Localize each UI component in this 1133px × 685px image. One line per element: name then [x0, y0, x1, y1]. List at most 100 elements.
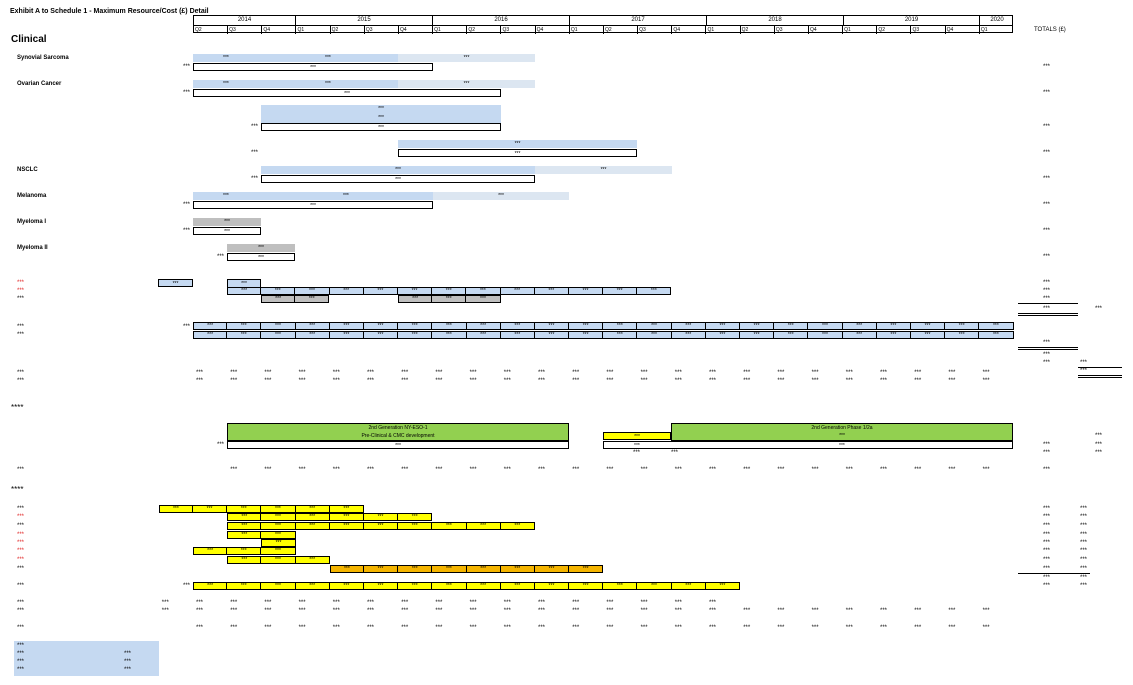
redacted-value: *** — [640, 600, 648, 606]
redacted-value: *** — [640, 625, 648, 631]
nsclc-phase-bar: *** — [261, 166, 535, 174]
redacted-value: *** — [743, 370, 751, 376]
total-value: *** — [1043, 360, 1051, 366]
redacted-value: *** — [435, 600, 443, 606]
redacted-cell: *** — [295, 287, 330, 295]
redacted-value: *** — [395, 167, 401, 173]
ovarian-cost-bar: *** — [193, 89, 501, 97]
redacted-cell: *** — [329, 565, 364, 573]
redacted-cell: *** — [227, 582, 262, 590]
double-line — [1078, 375, 1122, 378]
redacted-value: *** — [241, 281, 247, 287]
redacted-value: *** — [367, 625, 375, 631]
row-label: *** — [17, 514, 25, 520]
redacted-value: *** — [743, 378, 751, 384]
redacted-cell: *** — [500, 322, 535, 330]
redacted-value: *** — [223, 55, 229, 61]
sum-line — [1018, 303, 1078, 304]
redacted-cell: *** — [363, 513, 399, 521]
redacted-value: *** — [606, 378, 614, 384]
redacted-cell: *** — [603, 582, 638, 590]
redacted-cell: *** — [397, 287, 433, 295]
quarter-cell: Q4 — [946, 26, 980, 34]
ny-eso-cost-bar: *** — [227, 441, 569, 449]
redacted-value: *** — [777, 625, 785, 631]
redacted-value: *** — [332, 378, 340, 384]
redacted-cell: *** — [261, 295, 296, 303]
redacted-value: *** — [914, 467, 922, 473]
total-value: *** — [1080, 557, 1088, 563]
row-label: *** — [17, 378, 25, 384]
row-label: *** — [17, 506, 25, 512]
redacted-cell: *** — [261, 547, 296, 555]
redacted-cell: *** — [261, 582, 296, 590]
redacted-value: *** — [14, 403, 24, 412]
redacted-cell: *** — [500, 522, 535, 530]
redacted-value: *** — [196, 600, 204, 606]
total-value: *** — [1080, 575, 1088, 581]
quarter-cell: Q3 — [912, 26, 946, 34]
double-line — [1018, 313, 1078, 316]
quarter-cell: Q2 — [467, 26, 502, 34]
redacted-value: *** — [633, 450, 641, 456]
redacted-cell: *** — [227, 322, 262, 330]
redacted-value: *** — [600, 167, 607, 173]
redacted-value: *** — [606, 608, 614, 614]
redacted-cell: *** — [329, 322, 364, 330]
redacted-value: *** — [343, 193, 349, 199]
redacted-value: *** — [183, 90, 191, 96]
redacted-cell: *** — [329, 582, 364, 590]
redacted-value: *** — [845, 467, 853, 473]
quarter-cell: Q2 — [194, 26, 229, 34]
redacted-cell: *** — [637, 322, 672, 330]
redacted-cell: *** — [363, 322, 399, 330]
redacted-value: *** — [674, 378, 682, 384]
redacted-value: *** — [435, 608, 443, 614]
quarter-cell: Q4 — [672, 26, 707, 34]
redacted-value: *** — [982, 608, 990, 614]
total-value: *** — [1043, 90, 1051, 96]
total-value: *** — [1043, 296, 1051, 302]
total-value: *** — [1043, 566, 1051, 572]
redacted-value: *** — [469, 608, 477, 614]
quarter-cell: Q2 — [604, 26, 639, 34]
redacted-value: *** — [230, 600, 238, 606]
redacted-value: *** — [982, 370, 990, 376]
phase12a-title: 2nd Generation Phase 1/2a — [811, 425, 873, 431]
redacted-value: *** — [777, 370, 785, 376]
redacted-value: *** — [161, 608, 169, 614]
redacted-value: *** — [948, 625, 956, 631]
redacted-value: *** — [124, 651, 132, 657]
redacted-value: *** — [538, 378, 546, 384]
year-2016: 2016 — [433, 16, 570, 25]
row-label: *** — [17, 583, 25, 589]
redacted-value: *** — [709, 600, 717, 606]
redacted-cell: *** — [466, 331, 501, 339]
sum-line — [1018, 573, 1090, 574]
redacted-cell: *** — [295, 522, 330, 530]
yellow-cell-row: *** *** *** *** *** *** *** *** *** — [227, 522, 535, 530]
redacted-value: *** — [367, 467, 375, 473]
quarter-cell: Q4 — [262, 26, 297, 34]
row-label: *** — [17, 370, 25, 376]
quarter-cell: Q3 — [365, 26, 399, 34]
redacted-value: *** — [811, 608, 819, 614]
redacted-value: *** — [196, 370, 204, 376]
redacted-value: *** — [298, 467, 306, 473]
redacted-cell: *** — [637, 331, 672, 339]
row-label: *** — [17, 296, 25, 302]
quarter-cell: Q2 — [877, 26, 912, 34]
redacted-cell: *** — [329, 513, 364, 521]
redacted-value: *** — [124, 659, 132, 665]
redacted-value: *** — [17, 659, 25, 665]
redacted-cell: *** — [876, 322, 911, 330]
row-label: *** — [17, 625, 25, 631]
redacted-cell: *** — [398, 522, 433, 530]
redacted-value: *** — [251, 176, 259, 182]
total-value: *** — [1095, 450, 1103, 456]
redacted-cell: *** — [705, 331, 740, 339]
redacted-cell: *** — [808, 331, 843, 339]
redacted-value: *** — [367, 600, 375, 606]
ny-eso-preclinical-bar: 2nd Generation NY-ESO-1 Pre-Clinical & C… — [227, 423, 569, 441]
redacted-cell: *** — [500, 331, 535, 339]
